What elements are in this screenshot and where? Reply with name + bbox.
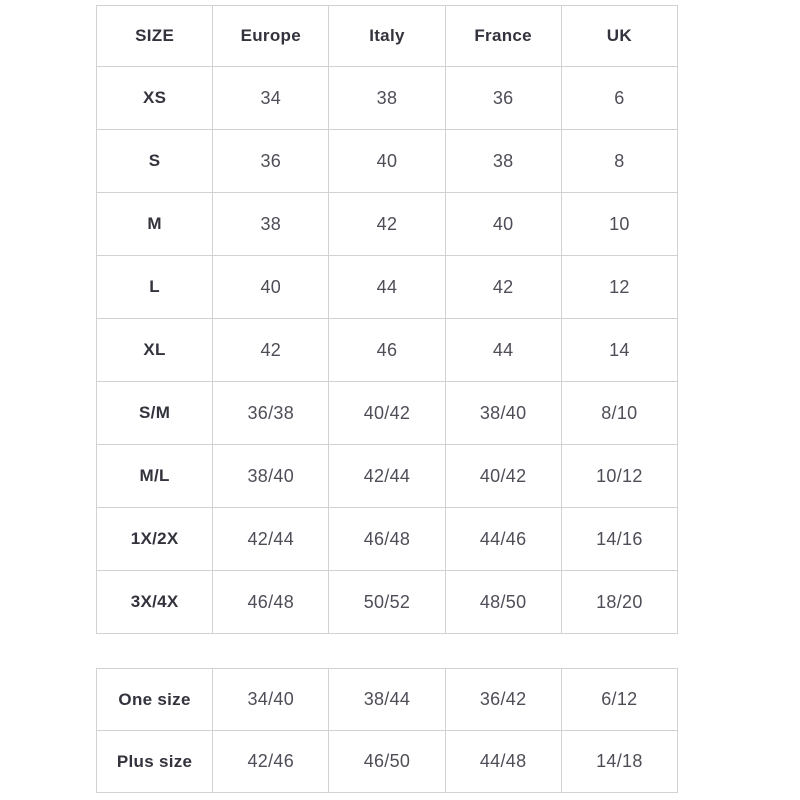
size-conversion-table: SIZE Europe Italy France UK XS 34 38 36 … — [95, 5, 679, 634]
cell-france: 48/50 — [444, 570, 562, 634]
cell-europe: 42/44 — [212, 507, 330, 571]
table-row-3x-4x: 3X/4X 46/48 50/52 48/50 18/20 — [95, 570, 679, 634]
row-label: S — [95, 129, 214, 193]
cell-europe: 46/48 — [212, 570, 330, 634]
cell-france: 40 — [444, 192, 562, 256]
cell-europe: 34/40 — [212, 668, 330, 731]
cell-italy: 38 — [328, 66, 446, 130]
cell-france: 40/42 — [444, 444, 562, 508]
column-header-europe: Europe — [212, 5, 330, 67]
cell-uk: 18/20 — [560, 570, 679, 634]
cell-italy: 46 — [328, 318, 446, 382]
cell-italy: 38/44 — [328, 668, 446, 731]
column-header-france: France — [444, 5, 562, 67]
table-row-s-m: S/M 36/38 40/42 38/40 8/10 — [95, 381, 679, 445]
cell-uk: 14/18 — [560, 730, 679, 793]
column-header-uk: UK — [560, 5, 679, 67]
table-row-xs: XS 34 38 36 6 — [95, 66, 679, 130]
cell-europe: 36 — [212, 129, 330, 193]
row-label: M — [95, 192, 214, 256]
cell-france: 44/48 — [444, 730, 562, 793]
cell-france: 44 — [444, 318, 562, 382]
cell-italy: 50/52 — [328, 570, 446, 634]
cell-france: 44/46 — [444, 507, 562, 571]
cell-uk: 12 — [560, 255, 679, 319]
header-row: SIZE Europe Italy France UK — [95, 5, 679, 67]
row-label: 1X/2X — [95, 507, 214, 571]
cell-uk: 10/12 — [560, 444, 679, 508]
cell-france: 36 — [444, 66, 562, 130]
cell-italy: 46/50 — [328, 730, 446, 793]
row-label: 3X/4X — [95, 570, 214, 634]
special-sizes-table: One size 34/40 38/44 36/42 6/12 Plus siz… — [95, 668, 679, 793]
cell-europe: 42/46 — [212, 730, 330, 793]
cell-italy: 46/48 — [328, 507, 446, 571]
row-label: L — [95, 255, 214, 319]
cell-europe: 42 — [212, 318, 330, 382]
row-label: XS — [95, 66, 214, 130]
cell-italy: 42/44 — [328, 444, 446, 508]
cell-italy: 42 — [328, 192, 446, 256]
row-label: XL — [95, 318, 214, 382]
row-label: Plus size — [95, 730, 214, 793]
cell-uk: 6 — [560, 66, 679, 130]
cell-france: 38 — [444, 129, 562, 193]
table-row-l: L 40 44 42 12 — [95, 255, 679, 319]
cell-uk: 8 — [560, 129, 679, 193]
column-header-italy: Italy — [328, 5, 446, 67]
cell-europe: 40 — [212, 255, 330, 319]
row-label: One size — [95, 668, 214, 731]
cell-france: 42 — [444, 255, 562, 319]
table-row-one-size: One size 34/40 38/44 36/42 6/12 — [95, 668, 679, 731]
row-label: S/M — [95, 381, 214, 445]
table-row-1x-2x: 1X/2X 42/44 46/48 44/46 14/16 — [95, 507, 679, 571]
table-row-xl: XL 42 46 44 14 — [95, 318, 679, 382]
column-header-size: SIZE — [95, 5, 214, 67]
cell-uk: 14 — [560, 318, 679, 382]
table-row-s: S 36 40 38 8 — [95, 129, 679, 193]
cell-europe: 38 — [212, 192, 330, 256]
cell-europe: 34 — [212, 66, 330, 130]
cell-italy: 40/42 — [328, 381, 446, 445]
row-label: M/L — [95, 444, 214, 508]
table-row-m-l: M/L 38/40 42/44 40/42 10/12 — [95, 444, 679, 508]
cell-europe: 36/38 — [212, 381, 330, 445]
cell-uk: 6/12 — [560, 668, 679, 731]
cell-italy: 40 — [328, 129, 446, 193]
cell-france: 36/42 — [444, 668, 562, 731]
cell-uk: 14/16 — [560, 507, 679, 571]
table-row-m: M 38 42 40 10 — [95, 192, 679, 256]
cell-uk: 8/10 — [560, 381, 679, 445]
cell-italy: 44 — [328, 255, 446, 319]
cell-europe: 38/40 — [212, 444, 330, 508]
cell-uk: 10 — [560, 192, 679, 256]
cell-france: 38/40 — [444, 381, 562, 445]
table-row-plus-size: Plus size 42/46 46/50 44/48 14/18 — [95, 730, 679, 793]
